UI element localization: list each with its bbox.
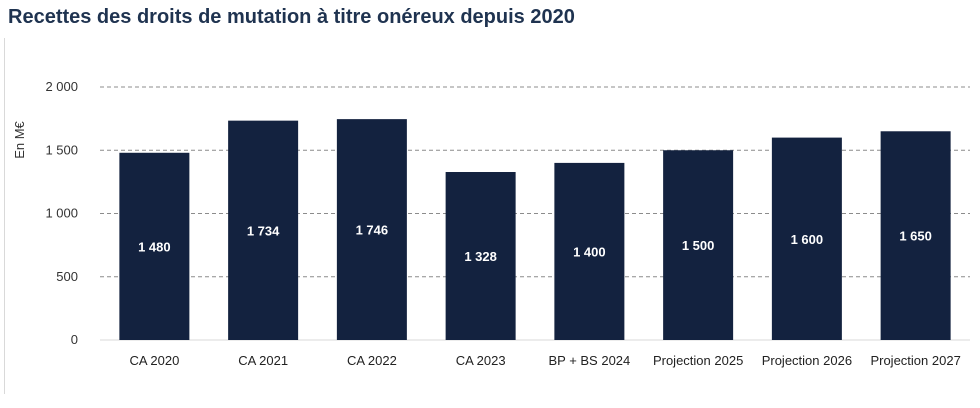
bar [554, 162, 625, 340]
x-category-label: CA 2023 [456, 353, 506, 368]
bar-value-label: 1 600 [791, 232, 824, 247]
bar-value-label: 1 650 [899, 229, 932, 244]
bars [119, 119, 951, 340]
left-border-rule [4, 38, 5, 394]
bar-value-label: 1 328 [464, 249, 497, 264]
y-tick-label: 1 500 [45, 142, 78, 157]
x-category-label: CA 2021 [238, 353, 288, 368]
y-axis-ticks: 0 500 1 000 1 500 2 000 [45, 79, 78, 347]
bar [445, 172, 516, 340]
bar [119, 152, 190, 340]
bar-value-label: 1 746 [356, 223, 389, 238]
x-category-label: CA 2020 [129, 353, 179, 368]
x-axis-categories: CA 2020 CA 2021 CA 2022 CA 2023 BP + BS 2024… [129, 353, 960, 368]
x-category-label: Projection 2027 [870, 353, 960, 368]
x-category-label: BP + BS 2024 [548, 353, 630, 368]
y-tick-label: 2 000 [45, 79, 78, 94]
y-tick-label: 1 000 [45, 206, 78, 221]
bar-value-label: 1 500 [682, 238, 715, 253]
bar [880, 131, 951, 340]
bar-value-label: 1 400 [573, 244, 606, 259]
bar [336, 119, 407, 340]
x-category-label: Projection 2026 [762, 353, 852, 368]
bar [771, 137, 842, 340]
y-axis-label: En M€ [12, 120, 27, 158]
x-category-label: CA 2022 [347, 353, 397, 368]
bar-value-label: 1 734 [247, 223, 280, 238]
x-category-label: Projection 2025 [653, 353, 743, 368]
bar-value-labels: 1 480 1 734 1 746 1 328 1 400 1 500 1 600 1 650 [138, 223, 932, 264]
chart-title: Recettes des droits de mutation à titre … [8, 6, 575, 28]
y-tick-label: 0 [71, 332, 78, 347]
bar-value-label: 1 480 [138, 239, 171, 254]
bar [228, 120, 299, 340]
bar [663, 150, 734, 340]
y-tick-label: 500 [56, 269, 78, 284]
